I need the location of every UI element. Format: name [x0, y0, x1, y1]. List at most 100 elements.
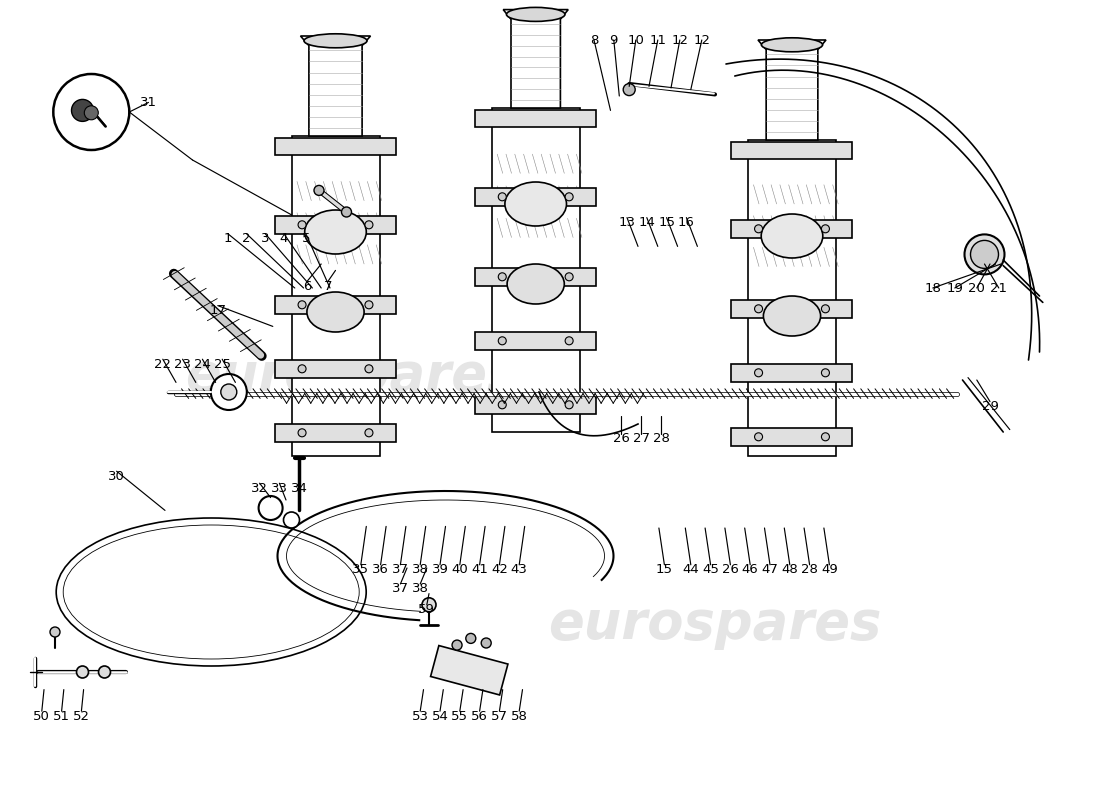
Text: 58: 58: [510, 710, 528, 722]
Ellipse shape: [304, 34, 367, 48]
Circle shape: [755, 305, 762, 313]
Circle shape: [365, 301, 373, 309]
Text: 44: 44: [682, 563, 700, 576]
Circle shape: [314, 186, 324, 195]
Text: 21: 21: [990, 282, 1008, 294]
Bar: [732, 142, 852, 159]
Text: 4: 4: [279, 232, 288, 245]
Text: eurospares: eurospares: [548, 598, 882, 650]
Bar: [275, 296, 396, 314]
Text: 42: 42: [491, 563, 508, 576]
Circle shape: [624, 84, 635, 96]
Bar: [732, 364, 852, 382]
Circle shape: [298, 429, 306, 437]
Text: 13: 13: [618, 216, 636, 229]
Circle shape: [498, 337, 506, 345]
Text: 16: 16: [678, 216, 695, 229]
Text: 37: 37: [392, 563, 409, 576]
Circle shape: [755, 225, 762, 233]
Text: 19: 19: [946, 282, 964, 294]
Circle shape: [498, 273, 506, 281]
Text: 28: 28: [652, 432, 670, 445]
Text: 22: 22: [154, 358, 172, 370]
Circle shape: [77, 666, 88, 678]
Text: 26: 26: [613, 432, 630, 445]
Text: 18: 18: [924, 282, 942, 294]
Circle shape: [221, 384, 236, 400]
Bar: [748, 140, 836, 456]
Ellipse shape: [507, 264, 564, 304]
Text: 28: 28: [801, 563, 818, 576]
Bar: [475, 268, 596, 286]
Text: 53: 53: [411, 710, 429, 722]
Circle shape: [498, 401, 506, 409]
Circle shape: [72, 99, 94, 122]
Circle shape: [298, 221, 306, 229]
Polygon shape: [758, 40, 826, 140]
Bar: [275, 424, 396, 442]
Text: 52: 52: [73, 710, 90, 722]
Text: 33: 33: [271, 482, 288, 494]
Text: 45: 45: [702, 563, 719, 576]
Text: 43: 43: [510, 563, 528, 576]
Text: 24: 24: [194, 358, 211, 370]
Text: 11: 11: [649, 34, 667, 46]
Circle shape: [50, 627, 60, 637]
Circle shape: [498, 193, 506, 201]
Text: 37: 37: [392, 582, 409, 595]
Text: 40: 40: [451, 563, 469, 576]
Polygon shape: [300, 36, 371, 136]
Circle shape: [822, 433, 829, 441]
Text: 1: 1: [223, 232, 232, 245]
Ellipse shape: [761, 38, 823, 52]
Text: 41: 41: [471, 563, 488, 576]
Text: 17: 17: [209, 304, 227, 317]
Circle shape: [365, 429, 373, 437]
Circle shape: [481, 638, 492, 648]
Circle shape: [465, 634, 476, 643]
Text: 39: 39: [431, 563, 449, 576]
Ellipse shape: [506, 7, 565, 22]
Text: 15: 15: [658, 216, 675, 229]
Text: 59: 59: [418, 603, 436, 616]
Circle shape: [341, 207, 352, 217]
Ellipse shape: [305, 210, 366, 254]
Circle shape: [755, 369, 762, 377]
Text: 6: 6: [302, 280, 311, 293]
Text: 27: 27: [632, 432, 650, 445]
Text: 51: 51: [53, 710, 70, 722]
Ellipse shape: [63, 525, 360, 659]
Bar: [475, 188, 596, 206]
Bar: [475, 110, 596, 127]
Ellipse shape: [763, 296, 821, 336]
Ellipse shape: [761, 214, 823, 258]
Text: 25: 25: [213, 358, 231, 370]
Circle shape: [565, 193, 573, 201]
Ellipse shape: [56, 518, 366, 666]
Bar: [275, 216, 396, 234]
Bar: [732, 428, 852, 446]
Text: 46: 46: [741, 563, 759, 576]
Text: 12: 12: [671, 34, 689, 46]
Text: 8: 8: [590, 34, 598, 46]
Text: 10: 10: [627, 34, 645, 46]
Circle shape: [822, 225, 829, 233]
Circle shape: [284, 512, 299, 528]
Bar: [475, 396, 596, 414]
Circle shape: [85, 106, 98, 120]
Bar: [492, 108, 580, 432]
Text: 7: 7: [323, 280, 332, 293]
Text: 15: 15: [656, 563, 673, 576]
Text: 38: 38: [411, 563, 429, 576]
Circle shape: [298, 365, 306, 373]
Circle shape: [298, 301, 306, 309]
Circle shape: [211, 374, 246, 410]
Text: 31: 31: [140, 96, 157, 109]
Text: 12: 12: [693, 34, 711, 46]
Bar: [732, 220, 852, 238]
Text: 50: 50: [33, 710, 51, 722]
Circle shape: [365, 221, 373, 229]
Bar: [430, 646, 508, 695]
Circle shape: [822, 305, 829, 313]
Circle shape: [365, 365, 373, 373]
